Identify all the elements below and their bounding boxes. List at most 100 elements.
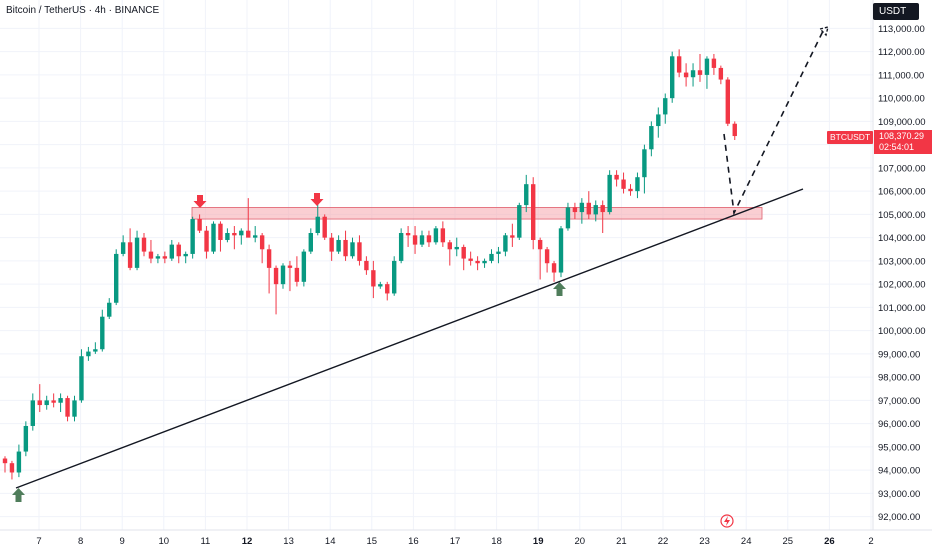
- date-tick-label: 15: [367, 536, 378, 547]
- candle-body: [419, 235, 425, 245]
- projection-path[interactable]: [723, 28, 825, 216]
- candle-body: [141, 237, 147, 252]
- candle-body: [663, 98, 668, 115]
- up-arrow-2[interactable]: [553, 282, 566, 296]
- price-tick-label: 100,000.00: [878, 326, 926, 337]
- candle-body: [169, 244, 174, 259]
- down-arrow-2[interactable]: [310, 193, 324, 206]
- candle-body: [732, 123, 737, 137]
- candle-body: [2, 458, 8, 464]
- candle-body: [23, 425, 29, 452]
- candle-body: [586, 202, 591, 215]
- price-tick-label: 93,000.00: [878, 489, 920, 500]
- candle-body: [322, 216, 327, 238]
- price-tick-label: 111,000.00: [878, 70, 924, 81]
- date-tick-label: 9: [120, 536, 125, 547]
- date-tick-label: 24: [741, 536, 752, 547]
- last-price-value: 108,370.29: [879, 131, 925, 141]
- candle-body: [329, 237, 334, 252]
- candle-body: [385, 284, 390, 294]
- candle-body: [218, 223, 223, 240]
- candle-body: [510, 235, 515, 238]
- candle-body: [683, 72, 689, 78]
- price-tick-label: 103,000.00: [878, 256, 926, 267]
- date-tick-label: 14: [325, 536, 336, 547]
- candle-body: [593, 205, 598, 215]
- candle-body: [447, 242, 452, 250]
- candle-body: [482, 260, 487, 264]
- candle-body: [58, 398, 63, 403]
- resistance-zone[interactable]: [191, 207, 763, 220]
- candle-body: [107, 302, 112, 317]
- candle-body: [16, 451, 22, 473]
- symbol-title[interactable]: Bitcoin / TetherUS · 4h · BINANCE: [6, 5, 160, 16]
- candle-body: [565, 207, 571, 229]
- candle-body: [454, 246, 459, 250]
- price-tick-label: 109,000.00: [878, 117, 926, 128]
- support-trendline[interactable]: [15, 188, 804, 489]
- candle-body: [392, 260, 397, 294]
- candle-body: [120, 242, 126, 254]
- date-tick-label: 11: [200, 536, 210, 547]
- price-tick-label: 94,000.00: [878, 466, 920, 477]
- candle-body: [725, 79, 730, 124]
- date-tick-label: 22: [658, 536, 669, 547]
- lightning-icon[interactable]: [720, 514, 734, 528]
- date-tick-label: 12: [242, 536, 253, 547]
- date-tick-label: 16: [408, 536, 419, 547]
- candle-body: [308, 233, 313, 252]
- date-tick-label: 8: [78, 536, 83, 547]
- price-tick-label: 106,000.00: [878, 187, 926, 198]
- candle-body: [148, 251, 154, 259]
- candle-body: [503, 235, 508, 252]
- bar-countdown: 02:54:01: [879, 142, 915, 152]
- candle-body: [600, 205, 605, 213]
- candle-body: [378, 284, 383, 287]
- candle-body: [628, 188, 633, 192]
- candle-body: [350, 242, 355, 257]
- candle-body: [204, 230, 209, 252]
- price-tick-label: 95,000.00: [878, 442, 920, 453]
- candle-body: [621, 179, 626, 189]
- candle-body: [294, 267, 300, 282]
- candle-body: [280, 265, 286, 285]
- candle-body: [642, 149, 647, 178]
- candle-body: [517, 205, 522, 238]
- candle-body: [343, 239, 348, 257]
- candle-body: [37, 400, 42, 406]
- candle-body: [86, 351, 91, 357]
- candle-body: [93, 349, 98, 352]
- date-tick-label: 25: [783, 536, 794, 547]
- candle-body: [711, 58, 717, 68]
- candle-body: [155, 256, 161, 259]
- symbol-price-label: BTCUSDT: [827, 131, 874, 144]
- candle-body: [79, 356, 84, 401]
- candle-body: [246, 230, 251, 238]
- candle-body: [670, 56, 675, 99]
- price-tick-label: 107,000.00: [878, 163, 926, 174]
- candle-body: [127, 242, 133, 268]
- candle-body: [51, 400, 56, 403]
- candle-body: [287, 265, 293, 268]
- candle-body: [558, 228, 564, 273]
- candle-body: [704, 58, 710, 75]
- candle-body: [405, 233, 411, 236]
- time-axis[interactable]: 7 8 9 10 11 12 13 14 15 16 17 18 19 20 21 22 23 24 25 26 2: [36, 536, 873, 547]
- price-tick-label: 99,000.00: [878, 349, 920, 360]
- date-tick-label: 18: [491, 536, 502, 547]
- down-arrow-1[interactable]: [193, 195, 207, 208]
- candle-body: [676, 56, 682, 73]
- up-arrow-1[interactable]: [12, 488, 25, 502]
- date-tick-label: 23: [699, 536, 710, 547]
- candle-body: [607, 174, 612, 213]
- candle-body: [225, 233, 230, 240]
- candle-body: [649, 126, 654, 150]
- candle-body: [531, 184, 536, 240]
- price-tick-label: 97,000.00: [878, 396, 920, 407]
- candle-body: [461, 246, 466, 259]
- candle-body: [301, 251, 307, 282]
- candle-body: [259, 235, 265, 250]
- currency-badge[interactable]: USDT: [873, 3, 919, 20]
- candle-body: [364, 260, 369, 271]
